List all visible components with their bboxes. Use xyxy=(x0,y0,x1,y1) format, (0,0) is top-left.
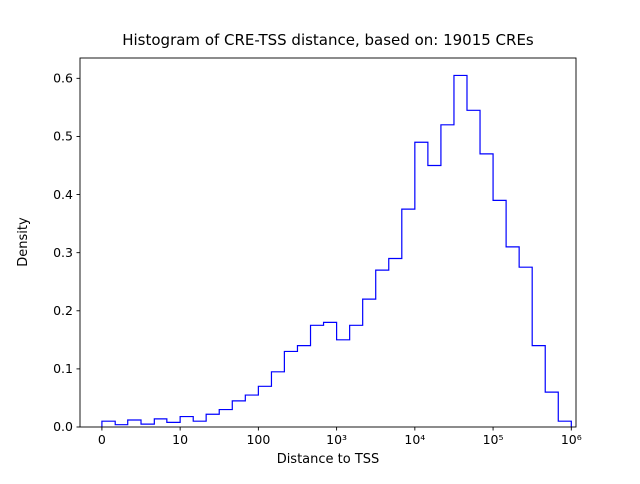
y-tick-label: 0.5 xyxy=(53,129,73,144)
y-tick-label: 0.2 xyxy=(53,303,73,318)
x-axis-label: Distance to TSS xyxy=(277,452,380,467)
y-tick-label: 0.6 xyxy=(53,71,73,86)
y-axis-label: Density xyxy=(16,217,31,267)
x-tick-label: 10³ xyxy=(326,432,347,447)
axes-spines xyxy=(79,57,577,428)
x-tick-label: 10⁴ xyxy=(404,432,425,447)
y-tick-label: 0.3 xyxy=(53,245,73,260)
y-tick-label: 0.1 xyxy=(53,361,73,376)
plot-area: 0 10 100 10³ 10⁴ 10⁵ 10⁶ 0.0 0.1 0.2 0.3 0.4 0.5 0.6 xyxy=(53,57,582,447)
chart-title: Histogram of CRE-TSS distance, based on:… xyxy=(122,31,534,49)
histogram-step-line xyxy=(101,74,572,427)
x-tick-label: 10 xyxy=(172,432,188,447)
x-tick-label: 10⁵ xyxy=(483,432,504,447)
x-tick-label: 10⁶ xyxy=(561,432,582,447)
x-tick-label: 0 xyxy=(98,432,106,447)
y-tick-label: 0.4 xyxy=(53,187,73,202)
y-tick-label: 0.0 xyxy=(53,419,73,434)
x-tick-label: 100 xyxy=(246,432,270,447)
